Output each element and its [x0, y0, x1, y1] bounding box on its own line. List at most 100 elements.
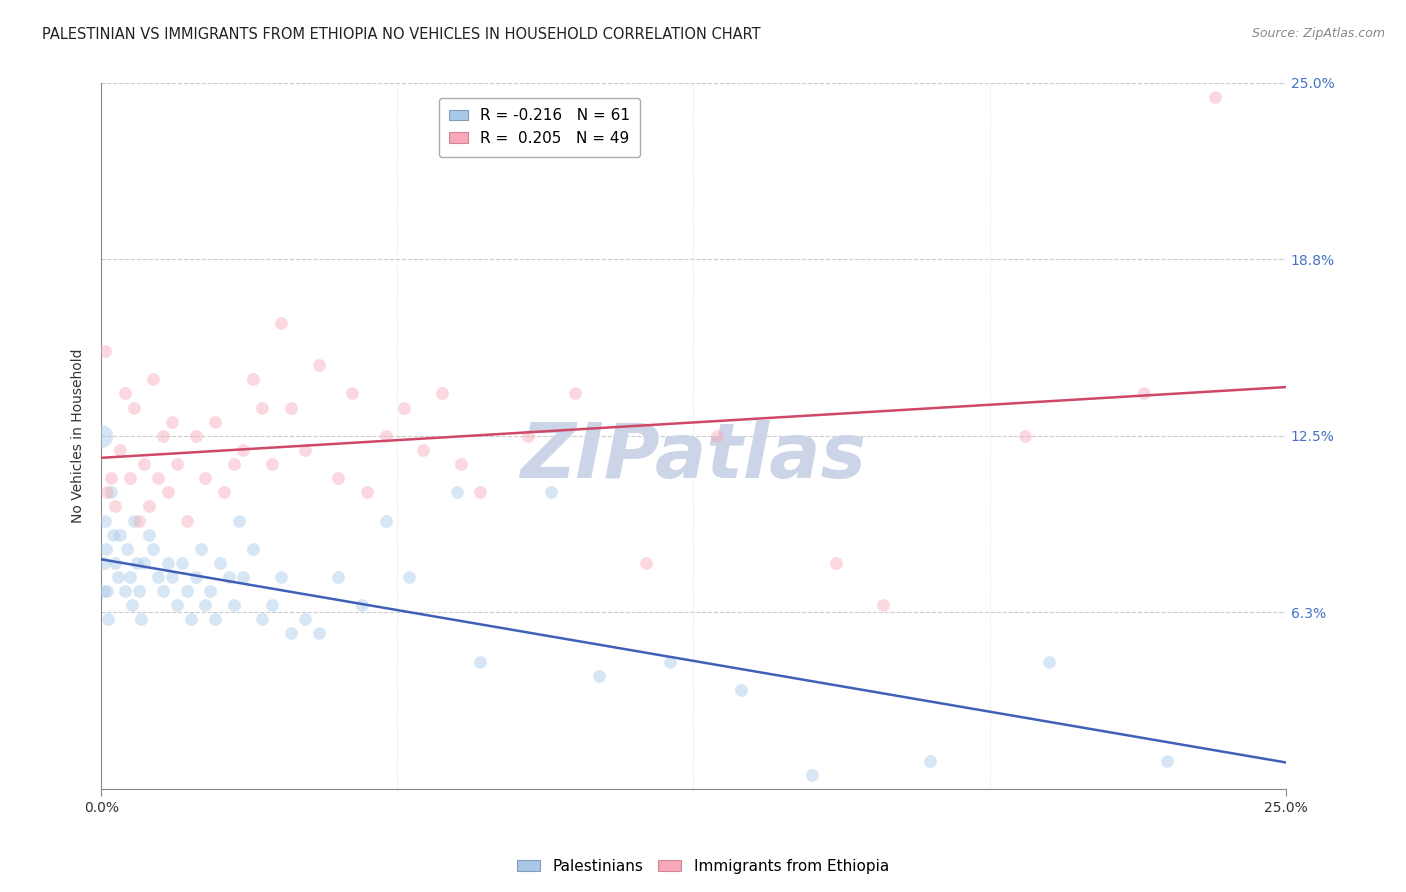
- Point: [93, 584, 115, 599]
- Point: [124, 514, 146, 528]
- Point: [450, 457, 472, 471]
- Point: [128, 514, 150, 528]
- Point: [1204, 90, 1226, 104]
- Point: [242, 541, 264, 556]
- Point: [124, 401, 146, 415]
- Point: [242, 372, 264, 386]
- Legend: R = -0.216   N = 61, R =  0.205   N = 49: R = -0.216 N = 61, R = 0.205 N = 49: [439, 97, 641, 157]
- Point: [104, 500, 127, 514]
- Point: [374, 429, 396, 443]
- Point: [138, 500, 160, 514]
- Point: [1038, 655, 1060, 669]
- Point: [176, 514, 198, 528]
- Point: [658, 655, 681, 669]
- Point: [516, 429, 538, 443]
- Point: [180, 612, 202, 626]
- Point: [394, 401, 416, 415]
- Point: [308, 358, 330, 372]
- Point: [432, 386, 454, 401]
- Point: [470, 485, 492, 500]
- Point: [100, 485, 122, 500]
- Point: [94, 541, 117, 556]
- Point: [93, 556, 115, 570]
- Point: [184, 570, 207, 584]
- Point: [132, 457, 155, 471]
- Point: [104, 556, 127, 570]
- Point: [1132, 386, 1154, 401]
- Point: [270, 316, 292, 330]
- Point: [162, 415, 184, 429]
- Point: [108, 442, 131, 457]
- Point: [706, 429, 728, 443]
- Point: [326, 471, 349, 485]
- Point: [222, 599, 245, 613]
- Point: [446, 485, 468, 500]
- Point: [308, 626, 330, 640]
- Point: [374, 514, 396, 528]
- Point: [280, 626, 302, 640]
- Text: Source: ZipAtlas.com: Source: ZipAtlas.com: [1251, 27, 1385, 40]
- Point: [114, 584, 136, 599]
- Point: [156, 485, 179, 500]
- Point: [260, 599, 283, 613]
- Point: [214, 485, 236, 500]
- Point: [96, 485, 118, 500]
- Point: [146, 471, 169, 485]
- Point: [108, 527, 131, 541]
- Point: [121, 599, 143, 613]
- Point: [90, 429, 112, 443]
- Point: [204, 415, 226, 429]
- Point: [142, 372, 165, 386]
- Point: [326, 570, 349, 584]
- Point: [131, 612, 153, 626]
- Point: [162, 570, 184, 584]
- Point: [156, 556, 179, 570]
- Point: [194, 599, 217, 613]
- Point: [114, 386, 136, 401]
- Point: [101, 527, 124, 541]
- Point: [166, 599, 188, 613]
- Legend: Palestinians, Immigrants from Ethiopia: Palestinians, Immigrants from Ethiopia: [510, 853, 896, 880]
- Point: [118, 570, 141, 584]
- Point: [350, 599, 373, 613]
- Point: [94, 344, 117, 359]
- Point: [280, 401, 302, 415]
- Point: [222, 457, 245, 471]
- Point: [152, 429, 174, 443]
- Point: [166, 457, 188, 471]
- Point: [132, 556, 155, 570]
- Point: [194, 471, 217, 485]
- Point: [588, 669, 610, 683]
- Point: [564, 386, 586, 401]
- Point: [97, 612, 120, 626]
- Point: [824, 556, 846, 570]
- Point: [920, 754, 942, 768]
- Point: [190, 541, 212, 556]
- Point: [260, 457, 283, 471]
- Point: [800, 767, 823, 781]
- Point: [228, 514, 250, 528]
- Point: [170, 556, 193, 570]
- Point: [176, 584, 198, 599]
- Point: [398, 570, 420, 584]
- Point: [208, 556, 231, 570]
- Point: [872, 599, 894, 613]
- Point: [117, 541, 139, 556]
- Point: [1014, 429, 1036, 443]
- Point: [636, 556, 658, 570]
- Text: ZIPatlas: ZIPatlas: [520, 420, 866, 494]
- Point: [96, 584, 118, 599]
- Point: [118, 471, 141, 485]
- Point: [142, 541, 165, 556]
- Text: PALESTINIAN VS IMMIGRANTS FROM ETHIOPIA NO VEHICLES IN HOUSEHOLD CORRELATION CHA: PALESTINIAN VS IMMIGRANTS FROM ETHIOPIA …: [42, 27, 761, 42]
- Point: [294, 442, 316, 457]
- Point: [232, 442, 254, 457]
- Point: [252, 401, 274, 415]
- Point: [356, 485, 378, 500]
- Point: [540, 485, 562, 500]
- Point: [100, 471, 122, 485]
- Point: [198, 584, 221, 599]
- Point: [107, 570, 129, 584]
- Point: [218, 570, 240, 584]
- Point: [138, 527, 160, 541]
